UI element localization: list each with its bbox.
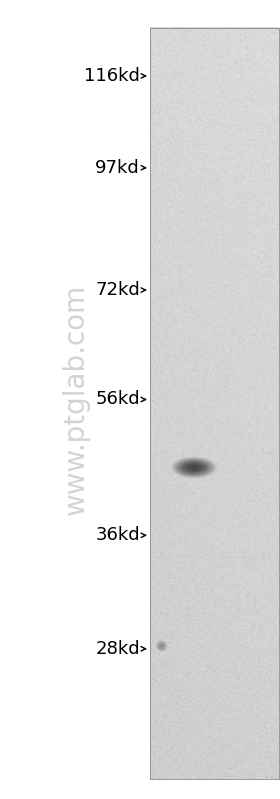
- Text: www.ptglab.com: www.ptglab.com: [62, 284, 90, 515]
- Text: 56kd: 56kd: [95, 391, 140, 408]
- Text: 116kd: 116kd: [84, 67, 140, 85]
- Text: 97kd: 97kd: [95, 159, 140, 177]
- Text: 36kd: 36kd: [95, 527, 140, 544]
- Text: 28kd: 28kd: [95, 640, 140, 658]
- Text: 72kd: 72kd: [95, 281, 140, 299]
